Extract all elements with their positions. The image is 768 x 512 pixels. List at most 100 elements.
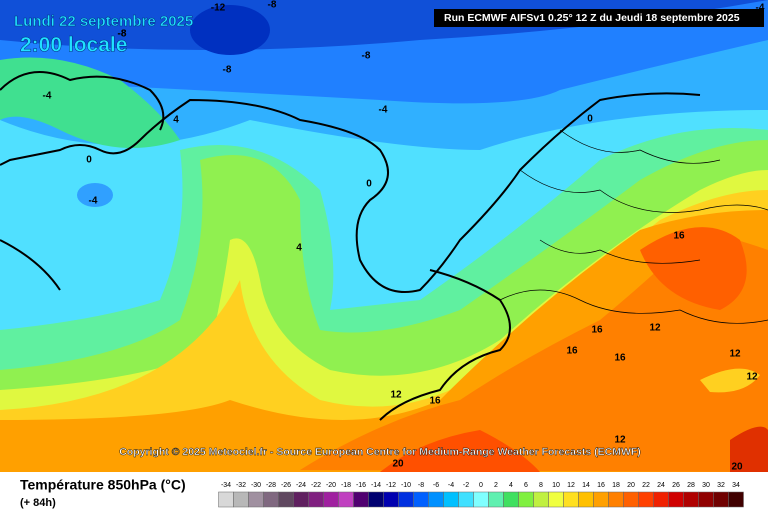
contour-label: -8	[118, 29, 127, 40]
colorbar-swatch	[458, 491, 474, 508]
borders	[499, 129, 768, 324]
colorbar-label: 0	[479, 482, 483, 489]
colorbar-swatch	[248, 491, 264, 508]
colorbar-label: 22	[642, 482, 650, 489]
colorbar-swatch	[683, 491, 699, 508]
contour-label: 16	[566, 346, 578, 357]
colorbar-label: 32	[717, 482, 725, 489]
colorbar: -34 -32 -30 -28 -26 -24 -22 -20 -18 -16 -14 -12 -10-…	[218, 482, 744, 508]
colorbar-label: 8	[539, 482, 543, 489]
forecast-lead: (+ 84h)	[20, 497, 56, 509]
colorbar-swatch	[668, 491, 684, 508]
colorbar-label: 20	[627, 482, 635, 489]
date-title: Lundi 22 septembre 2025	[14, 13, 193, 30]
colorbar-label: -22	[311, 482, 321, 489]
colorbar-label: -6	[433, 482, 439, 489]
colorbar-swatch	[713, 491, 729, 508]
colorbar-swatch	[638, 491, 654, 508]
colorbar-swatch	[548, 491, 564, 508]
colorbar-label: 30	[702, 482, 710, 489]
contour-label: 4	[173, 115, 179, 126]
contour-label: 16	[429, 396, 441, 407]
contour-label: -4	[89, 196, 98, 207]
colorbar-label: 24	[657, 482, 665, 489]
contour-label: -8	[362, 51, 371, 62]
colorbar-swatch	[533, 491, 549, 508]
colorbar-swatch	[653, 491, 669, 508]
colorbar-label: 16	[597, 482, 605, 489]
contour-label: 12	[649, 323, 661, 334]
colorbar-swatch	[383, 491, 399, 508]
colorbar-swatch	[413, 491, 429, 508]
colorbar-label: 26	[672, 482, 680, 489]
contour-label: 12	[390, 390, 402, 401]
colorbar-label: 4	[509, 482, 513, 489]
colorbar-label: -20	[326, 482, 336, 489]
run-info: Run ECMWF AIFSv1 0.25° 12 Z du Jeudi 18 …	[444, 12, 740, 24]
contour-label: 0	[86, 155, 92, 166]
contour-label: 16	[614, 353, 626, 364]
contour-label: 4	[296, 243, 302, 254]
contour-label: -4	[43, 91, 52, 102]
colorbar-swatch	[563, 491, 579, 508]
colorbar-label: -26	[281, 482, 291, 489]
temperature-field	[0, 0, 768, 472]
colorbar-swatch	[503, 491, 519, 508]
colorbar-label: -34	[221, 482, 231, 489]
colorbar-swatch	[593, 491, 609, 508]
contour-label: 16	[591, 325, 603, 336]
contour-label: -8	[268, 0, 277, 11]
contour-label: -12	[211, 3, 226, 14]
colorbar-label: 14	[582, 482, 590, 489]
colorbar-swatch	[398, 491, 414, 508]
colorbar-label: -2	[463, 482, 469, 489]
colorbar-label: -14	[371, 482, 381, 489]
run-box	[434, 9, 764, 27]
colorbar-label: 28	[687, 482, 695, 489]
footer-title: Température 850hPa (°C)	[20, 477, 186, 493]
colorbar-swatch	[353, 491, 369, 508]
colorbar-label: 34	[732, 482, 740, 489]
colorbar-swatch	[443, 491, 459, 508]
contour-label: 20	[392, 459, 404, 470]
colorbar-label: 2	[494, 482, 498, 489]
colorbar-swatch	[728, 491, 744, 508]
contour-label: -8	[118, 29, 127, 40]
colorbar-swatch	[338, 491, 354, 508]
colorbar-label: 10	[552, 482, 560, 489]
copyright: Copyright © 2025 Meteociel.fr - Source E…	[119, 446, 641, 458]
colorbar-label: 12	[567, 482, 575, 489]
contour-label: 12	[746, 372, 758, 383]
colorbar-label: -12	[386, 482, 396, 489]
contour-label: 12	[729, 349, 741, 360]
colorbar-swatch	[278, 491, 294, 508]
colorbar-swatch	[293, 491, 309, 508]
colorbar-swatch	[578, 491, 594, 508]
colorbar-swatch	[623, 491, 639, 508]
contour-label: 0	[366, 179, 372, 190]
colorbar-label: -4	[448, 482, 454, 489]
colorbar-swatch	[608, 491, 624, 508]
colorbar-label: -16	[356, 482, 366, 489]
colorbar-swatch	[308, 491, 324, 508]
colorbar-label: 6	[524, 482, 528, 489]
contour-label: 0	[587, 114, 593, 125]
coastlines	[0, 71, 701, 421]
colorbar-label: -30	[251, 482, 261, 489]
contour-label: -8	[223, 65, 232, 76]
colorbar-swatch	[698, 491, 714, 508]
colorbar-label: -8	[418, 482, 424, 489]
contour-labels: -12 -8-8-4-8-8-8-4-4400-44016121616161216…	[43, 0, 765, 473]
contour-label: 16	[673, 231, 685, 242]
contour-label: 12	[614, 435, 626, 446]
colorbar-label: -32	[236, 482, 246, 489]
contour-label: 20	[731, 462, 743, 473]
colorbar-swatch	[368, 491, 384, 508]
colorbar-swatch	[428, 491, 444, 508]
contour-label: -4	[379, 105, 388, 116]
time-title: 2:00 locale	[20, 34, 127, 57]
colorbar-swatch	[473, 491, 489, 508]
colorbar-label: -18	[341, 482, 351, 489]
